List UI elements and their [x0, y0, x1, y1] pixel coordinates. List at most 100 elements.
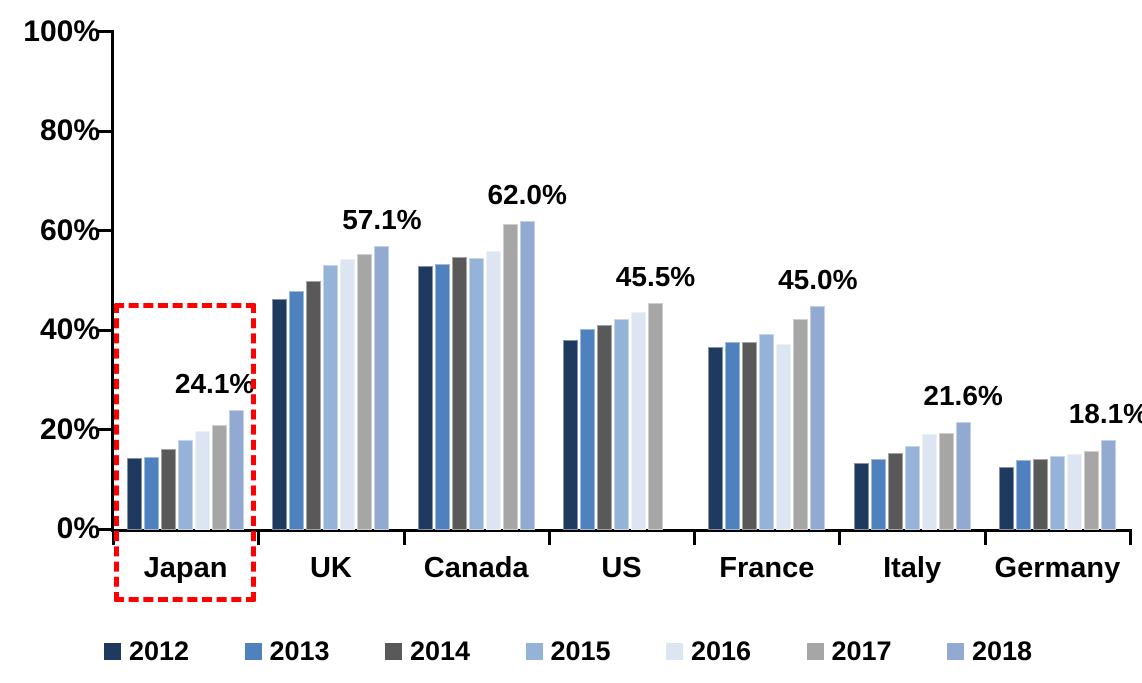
bar-italy-2018 [955, 422, 971, 530]
bar-germany-2015 [1049, 456, 1065, 530]
bar-japan-2014 [161, 448, 177, 530]
bar-france-2018 [810, 305, 826, 530]
bar-france-2016 [776, 343, 792, 530]
legend-swatch-2014 [385, 642, 402, 660]
category-label-france: France [719, 552, 815, 584]
y-tick [98, 229, 113, 232]
bar-italy-2012 [853, 463, 869, 530]
bar-italy-2015 [904, 445, 920, 530]
category-label-italy: Italy [883, 552, 942, 584]
bar-us-2014 [597, 324, 612, 530]
x-tick [257, 529, 260, 545]
x-tick [403, 529, 406, 545]
bar-france-2013 [725, 341, 741, 530]
bar-japan-2016 [195, 430, 211, 530]
y-axis-line [111, 30, 114, 532]
category-label-uk: UK [309, 552, 352, 584]
x-tick [693, 529, 696, 545]
bar-france-2012 [708, 347, 724, 530]
bar-canada-2014 [451, 256, 467, 530]
bar-uk-2013 [289, 291, 305, 530]
data-label-uk: 57.1% [342, 203, 422, 235]
y-tick [98, 528, 113, 531]
bar-canada-2017 [502, 223, 518, 530]
bar-canada-2016 [485, 250, 501, 530]
category-label-canada: Canada [423, 552, 529, 584]
bar-germany-2013 [1015, 460, 1031, 530]
x-tick [984, 529, 987, 545]
bar-canada-2012 [417, 266, 433, 530]
bar-us-2012 [563, 339, 578, 530]
legend-item-2015: 2015 [525, 633, 611, 669]
legend-label-2016: 2016 [691, 636, 752, 666]
x-tick [838, 529, 841, 545]
legend-item-2018: 2018 [947, 633, 1032, 669]
data-label-germany: 18.1% [1068, 397, 1142, 429]
y-tick-label-0: 0% [56, 512, 100, 545]
y-tick-label-80: 80% [39, 114, 100, 147]
data-label-italy: 21.6% [923, 380, 1003, 412]
bar-germany-2016 [1066, 453, 1082, 530]
bar-us-2017 [648, 303, 663, 530]
data-label-france: 45.0% [778, 263, 858, 295]
x-tick [1129, 529, 1132, 545]
y-tick-label-20: 20% [39, 413, 100, 446]
y-tick [98, 130, 113, 133]
bar-uk-2014 [306, 280, 322, 530]
y-tick [98, 30, 113, 33]
legend-item-2012: 2012 [104, 633, 189, 669]
legend-label-2014: 2014 [410, 636, 471, 666]
bar-germany-2018 [1100, 439, 1116, 530]
legend-label-2013: 2013 [269, 636, 330, 666]
bar-us-2013 [580, 329, 595, 530]
legend-item-2014: 2014 [385, 633, 470, 669]
y-tick [98, 428, 113, 431]
bar-germany-2014 [1032, 458, 1048, 530]
bar-france-2015 [759, 334, 775, 530]
bar-italy-2017 [938, 433, 954, 530]
legend-swatch-2016 [666, 642, 683, 660]
bar-us-2015 [614, 318, 629, 530]
bar-germany-2012 [998, 467, 1014, 530]
legend-swatch-2017 [806, 642, 824, 660]
bar-canada-2015 [468, 258, 484, 530]
bar-germany-2017 [1083, 450, 1099, 530]
legend-item-2016: 2016 [666, 633, 751, 669]
legend-label-2018: 2018 [972, 636, 1033, 666]
legend-label-2017: 2017 [831, 636, 892, 666]
legend-label-2012: 2012 [129, 636, 190, 666]
category-label-japan: Japan [143, 552, 228, 584]
data-label-canada: 62.0% [487, 179, 567, 211]
bar-japan-2015 [178, 440, 194, 530]
bar-japan-2013 [144, 457, 160, 530]
y-tick-label-60: 60% [39, 214, 100, 247]
legend-swatch-2018 [947, 642, 964, 660]
bar-italy-2013 [870, 459, 886, 530]
legend-swatch-2012 [104, 642, 121, 660]
bar-uk-2015 [323, 264, 339, 530]
bar-japan-2017 [212, 425, 228, 530]
japan-highlight-box [114, 303, 256, 602]
legend-item-2013: 2013 [244, 633, 330, 669]
legend-swatch-2015 [525, 642, 543, 660]
category-label-germany: Germany [994, 552, 1121, 584]
bar-japan-2018 [229, 410, 245, 530]
y-tick-label-40: 40% [39, 313, 100, 346]
bar-uk-2018 [374, 245, 390, 530]
data-label-us: 45.5% [615, 261, 696, 293]
x-axis-line [111, 529, 1132, 532]
x-tick [548, 529, 551, 545]
data-label-japan: 24.1% [174, 368, 255, 399]
legend: 2012 2013 2014 2015 2016 2017 2018 [0, 633, 1142, 671]
bar-uk-2012 [272, 299, 288, 530]
bar-uk-2017 [357, 253, 373, 530]
bar-canada-2018 [519, 221, 535, 530]
x-tick [112, 529, 115, 545]
bar-france-2014 [742, 342, 758, 530]
category-label-us: US [601, 552, 642, 584]
legend-label-2015: 2015 [550, 636, 611, 666]
bar-italy-2016 [921, 434, 937, 530]
bar-japan-2012 [127, 458, 143, 530]
bar-uk-2016 [340, 259, 356, 530]
